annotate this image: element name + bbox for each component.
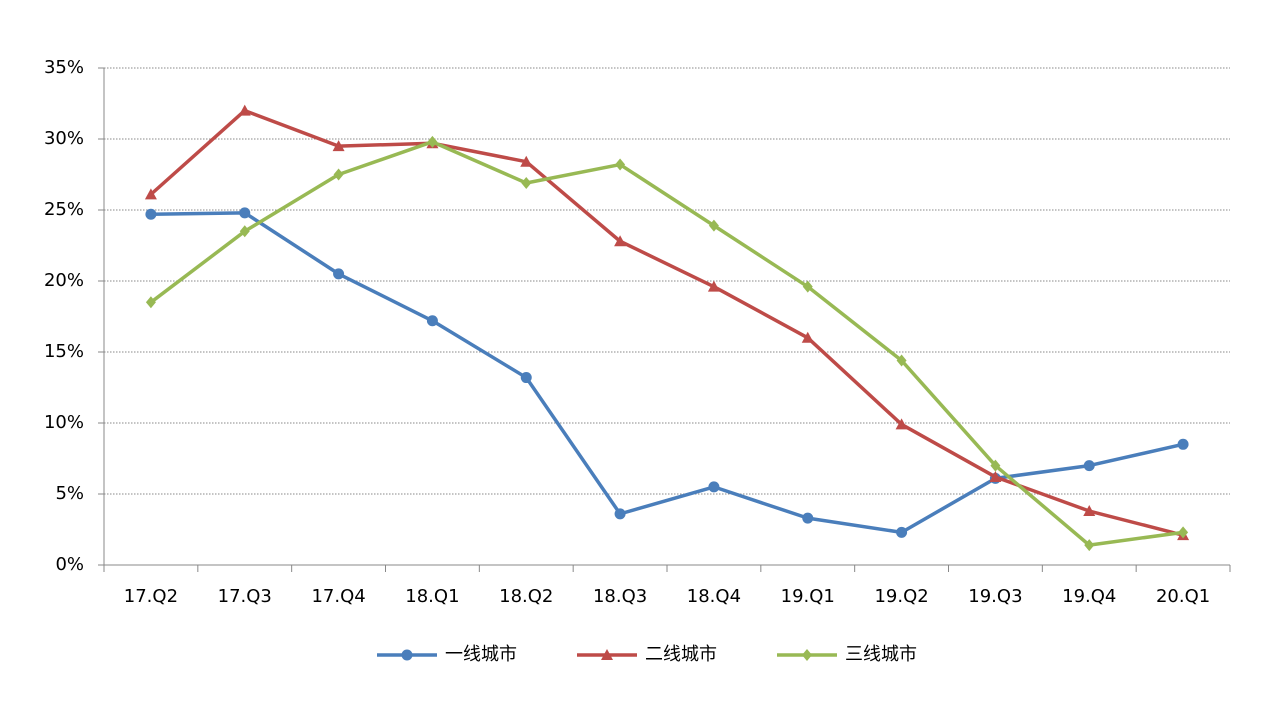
data-point [239,225,250,238]
data-point [708,481,720,493]
x-tick-label: 17.Q3 [218,586,272,607]
series-line [149,108,1184,537]
data-point [989,470,1002,482]
x-tick-label: 18.Q4 [687,586,741,607]
legend-label: 一线城市 [445,644,517,665]
data-point [896,354,907,367]
x-tick-label: 18.Q1 [405,586,459,607]
x-tick-label: 19.Q3 [968,586,1022,607]
x-tick-label: 20.Q1 [1156,586,1210,607]
data-point [614,235,627,247]
data-point [1177,438,1189,450]
x-tick-label: 19.Q2 [874,586,928,607]
series-line [150,211,1184,535]
data-point [802,280,813,293]
data-point [615,158,626,171]
y-tick-label: 5% [55,483,84,504]
x-tick-label: 19.Q1 [781,586,835,607]
data-point [238,104,251,116]
data-point [333,268,345,280]
data-point [802,512,814,524]
data-point [520,155,533,167]
data-point [895,418,908,430]
data-point [426,315,438,327]
y-tick-label: 15% [44,341,84,362]
x-tick-label: 17.Q2 [124,586,178,607]
data-point [144,188,157,200]
legend-marker [401,649,413,661]
x-tick-label: 17.Q4 [311,586,365,607]
data-point [1178,526,1189,539]
data-point [896,526,908,538]
data-point [145,296,156,309]
data-point [614,508,626,520]
x-tick-label: 18.Q2 [499,586,553,607]
data-point [990,459,1001,472]
data-point [332,140,345,152]
x-tick-label: 19.Q4 [1062,586,1116,607]
legend-label: 二线城市 [645,644,717,665]
data-point [427,135,438,148]
series-line [149,140,1184,547]
legend-marker [601,649,613,660]
y-tick-label: 10% [44,412,84,433]
data-point [145,208,157,220]
data-point [1083,505,1096,517]
data-point [520,372,532,384]
data-point [1084,539,1095,552]
y-tick-label: 35% [44,57,84,78]
data-point [1083,460,1095,472]
x-tick-label: 18.Q3 [593,586,647,607]
y-tick-label: 25% [44,199,84,220]
y-tick-label: 20% [44,270,84,291]
legend-marker [802,649,812,661]
data-point [801,331,814,343]
data-point [708,219,719,232]
legend-label: 三线城市 [845,644,917,665]
data-point [707,280,720,292]
data-point [521,177,532,190]
data-point [333,168,344,181]
y-tick-label: 0% [55,554,84,575]
data-point [239,207,251,219]
y-tick-label: 30% [44,128,84,149]
